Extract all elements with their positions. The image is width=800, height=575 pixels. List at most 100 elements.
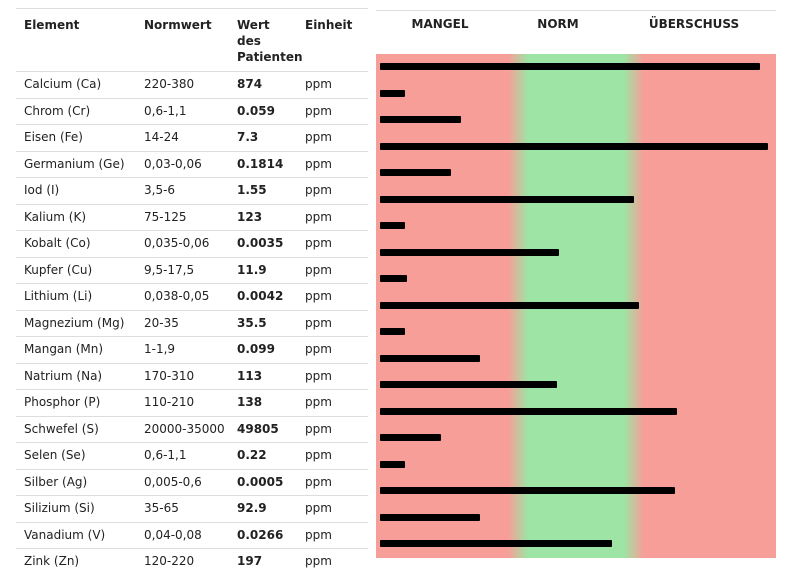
cell-norm: 110-210 [136, 389, 229, 416]
cell-unit: ppm [297, 548, 368, 575]
cell-element: Schwefel (S) [16, 415, 136, 443]
cell-norm: 170-310 [136, 362, 229, 390]
bar-selen [380, 434, 441, 441]
cell-unit: ppm [297, 256, 368, 284]
cell-norm: 1-1,9 [136, 336, 229, 363]
cell-unit: ppm [297, 177, 368, 204]
cell-patient-value: 138 [229, 389, 297, 416]
cell-unit: ppm [297, 415, 368, 443]
cell-element: Chrom (Cr) [16, 97, 136, 125]
cell-patient-value: 0.099 [229, 336, 297, 363]
table-row: Natrium (Na) 170-310 113 ppm [16, 362, 368, 390]
bar-kobalt [380, 222, 406, 229]
cell-unit: ppm [297, 389, 368, 416]
table-row: Kupfer (Cu) 9,5-17,5 11.9 ppm [16, 256, 368, 284]
bar-natrium [380, 354, 481, 362]
cell-norm: 75-125 [136, 203, 229, 231]
cell-norm: 9,5-17,5 [136, 256, 229, 284]
table-row: Kobalt (Co) 0,035-0,06 0.0035 ppm [16, 230, 368, 257]
cell-patient-value: 35.5 [229, 309, 297, 337]
table-row: Selen (Se) 0,6-1,1 0.22 ppm [16, 442, 368, 469]
table-row: Silizium (Si) 35-65 92.9 ppm [16, 495, 368, 522]
cell-element: Eisen (Fe) [16, 124, 136, 151]
cell-norm: 0,6-1,1 [136, 97, 229, 125]
cell-norm: 0,005-0,6 [136, 468, 229, 496]
table-row: Phosphor (P) 110-210 138 ppm [16, 389, 368, 416]
table-row: Kalium (K) 75-125 123 ppm [16, 203, 368, 231]
cell-patient-value: 123 [229, 203, 297, 231]
table-row: Chrom (Cr) 0,6-1,1 0.059 ppm [16, 97, 368, 125]
table-row: Lithium (Li) 0,038-0,05 0.0042 ppm [16, 283, 368, 310]
cell-norm: 0,03-0,06 [136, 150, 229, 178]
cell-patient-value: 11.9 [229, 256, 297, 284]
table-row: Schwefel (S) 20000-35000 49805 ppm [16, 415, 368, 443]
table-row: Eisen (Fe) 14-24 7.3 ppm [16, 124, 368, 151]
table-row: Calcium (Ca) 220-380 874 ppm [16, 71, 368, 98]
cell-element: Magnezium (Mg) [16, 309, 136, 337]
cell-unit: ppm [297, 495, 368, 522]
cell-norm: 0,035-0,06 [136, 230, 229, 257]
cell-unit: ppm [297, 230, 368, 257]
zone-label-norm: NORM [537, 17, 579, 31]
cell-element: Phosphor (P) [16, 389, 136, 416]
bar-chart-area [376, 54, 776, 558]
table-row: Magnezium (Mg) 20-35 35.5 ppm [16, 309, 368, 337]
cell-patient-value: 0.0035 [229, 230, 297, 257]
cell-norm: 220-380 [136, 71, 229, 98]
table-row: Zink (Zn) 120-220 197 ppm [16, 548, 368, 575]
cell-patient-value: 113 [229, 362, 297, 390]
cell-patient-value: 874 [229, 71, 297, 98]
bar-layer [376, 54, 776, 558]
cell-patient-value: 7.3 [229, 124, 297, 151]
bar-chrom [380, 89, 406, 97]
cell-unit: ppm [297, 97, 368, 125]
cell-patient-value: 0.0042 [229, 283, 297, 310]
cell-unit: ppm [297, 336, 368, 363]
bar-vanadium [380, 513, 481, 521]
table-row: Silber (Ag) 0,005-0,6 0.0005 ppm [16, 468, 368, 496]
cell-patient-value: 92.9 [229, 495, 297, 522]
results-table: Element Normwert Wert des Patienten Einh… [16, 8, 368, 575]
cell-patient-value: 0.0005 [229, 468, 297, 496]
cell-element: Kupfer (Cu) [16, 256, 136, 284]
cell-element: Zink (Zn) [16, 548, 136, 575]
cell-element: Kobalt (Co) [16, 230, 136, 257]
cell-norm: 120-220 [136, 548, 229, 575]
cell-element: Silizium (Si) [16, 495, 136, 522]
cell-unit: ppm [297, 283, 368, 310]
cell-patient-value: 0.059 [229, 97, 297, 125]
cell-unit: ppm [297, 203, 368, 231]
cell-norm: 20-35 [136, 309, 229, 337]
bar-mangan [380, 328, 406, 335]
cell-element: Iod (I) [16, 177, 136, 204]
cell-element: Silber (Ag) [16, 468, 136, 496]
cell-element: Calcium (Ca) [16, 71, 136, 98]
cell-unit: ppm [297, 468, 368, 496]
cell-norm: 14-24 [136, 124, 229, 151]
bar-lithium [380, 275, 407, 282]
bar-silber [380, 460, 406, 468]
bar-kupfer [380, 248, 559, 256]
cell-element: Selen (Se) [16, 442, 136, 469]
header-norm: Normwert [136, 8, 229, 72]
cell-element: Mangan (Mn) [16, 336, 136, 363]
cell-norm: 0,038-0,05 [136, 283, 229, 310]
bar-germanium [380, 142, 768, 150]
results-table-wrapper: Element Normwert Wert des Patienten Einh… [16, 8, 368, 575]
cell-patient-value: 1.55 [229, 177, 297, 204]
cell-patient-value: 197 [229, 548, 297, 575]
cell-element: Germanium (Ge) [16, 150, 136, 178]
chart-zone-header: MANGEL NORM ÜBERSCHUSS [376, 10, 776, 47]
table-header-row: Element Normwert Wert des Patienten Einh… [16, 8, 368, 72]
cell-element: Natrium (Na) [16, 362, 136, 390]
cell-norm: 20000-35000 [136, 415, 229, 443]
bar-zink [380, 540, 612, 547]
bar-eisen [380, 116, 462, 123]
cell-unit: ppm [297, 124, 368, 151]
bar-kalium [380, 195, 634, 203]
cell-unit: ppm [297, 362, 368, 390]
table-row: Vanadium (V) 0,04-0,08 0.0266 ppm [16, 521, 368, 549]
bar-schwefel [380, 407, 677, 415]
cell-unit: ppm [297, 521, 368, 549]
zone-label-mangel: MANGEL [411, 17, 469, 31]
